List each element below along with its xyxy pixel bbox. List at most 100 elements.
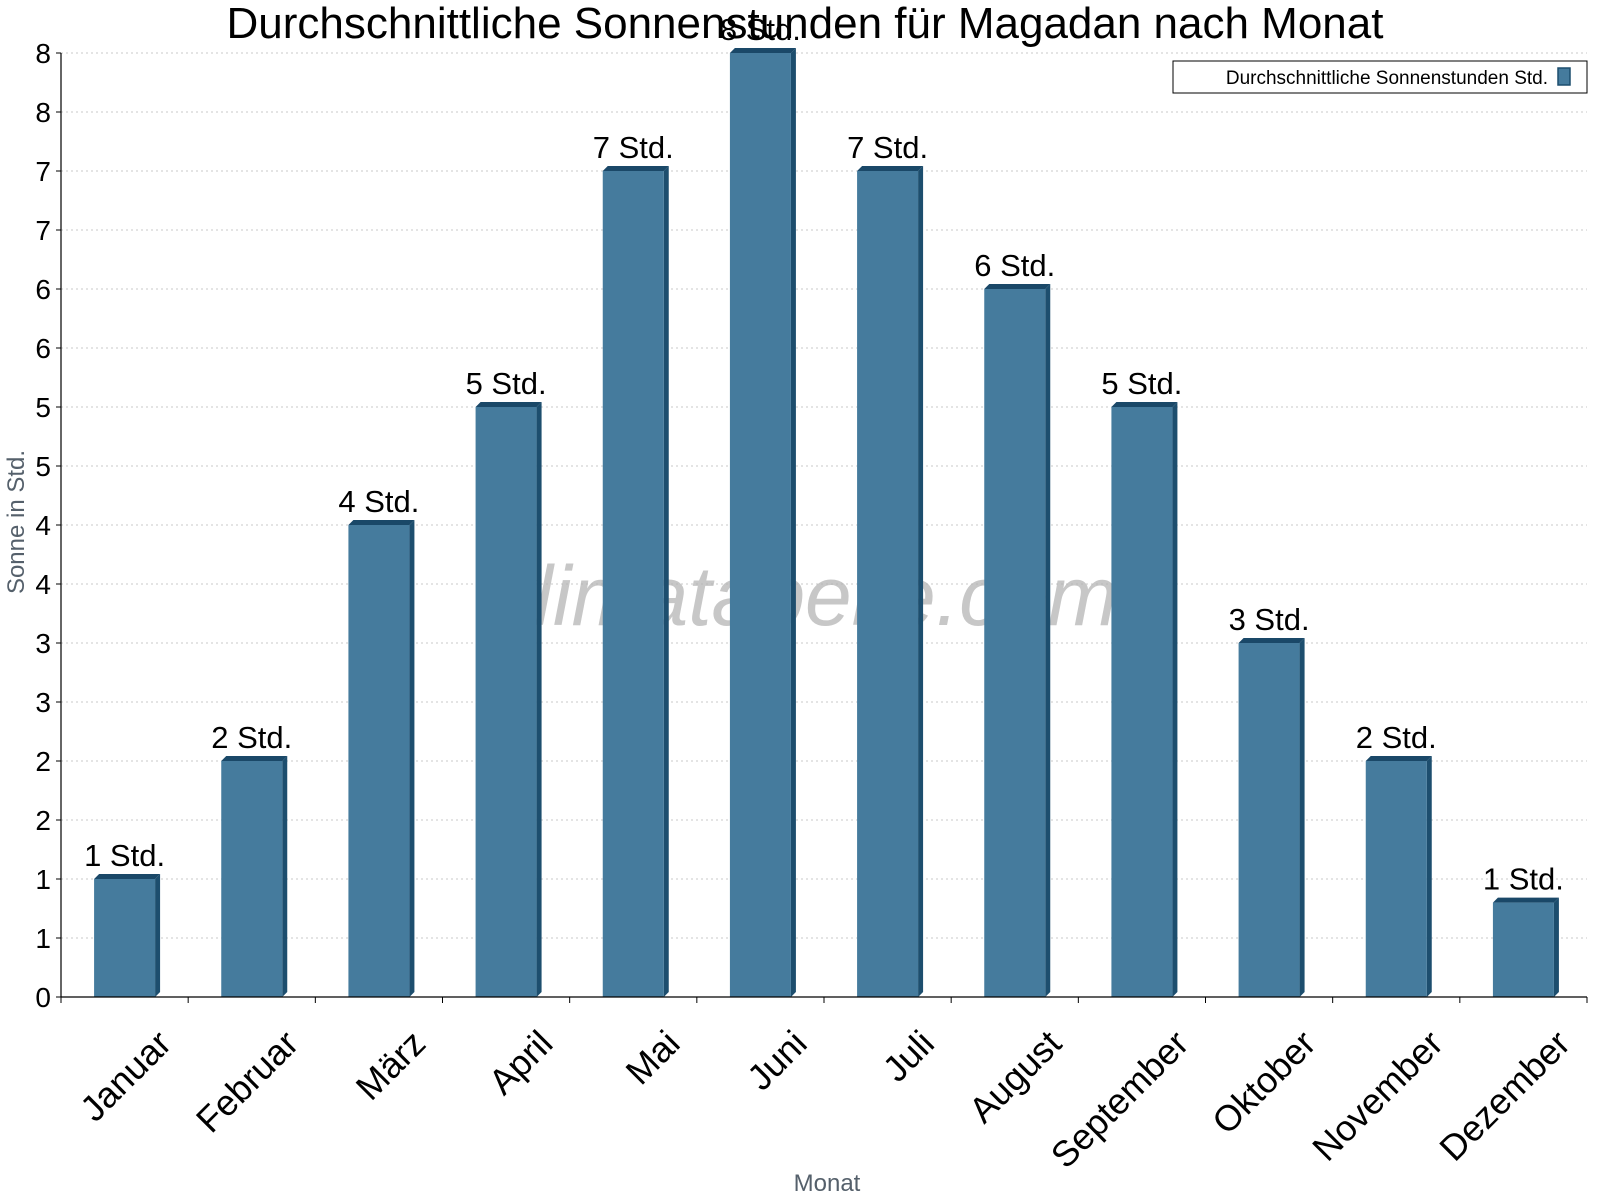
data-label: 1 Std.	[84, 838, 165, 873]
x-tick-label: Oktober	[1204, 1022, 1324, 1142]
bar-front	[94, 879, 156, 997]
bar-september	[1111, 402, 1178, 997]
bar-side	[282, 756, 288, 997]
bar-top	[475, 402, 542, 407]
x-tick-label: Juni	[739, 1022, 815, 1098]
bar-front	[729, 53, 791, 997]
bar-side	[1553, 897, 1559, 997]
data-label: 7 Std.	[593, 130, 674, 165]
y-tick-label: 8	[35, 38, 51, 69]
bar-top	[221, 756, 288, 761]
bar-oktober	[1238, 638, 1305, 997]
data-label: 5 Std.	[1101, 366, 1182, 401]
y-tick-label: 6	[35, 333, 51, 364]
grid-lines	[61, 52, 1587, 939]
bar-front	[1492, 902, 1554, 997]
y-tick-label: 2	[35, 805, 51, 836]
data-label: 5 Std.	[466, 366, 547, 401]
bar-top	[1365, 756, 1432, 761]
data-label: 6 Std.	[974, 248, 1055, 283]
x-axis-label: Monat	[794, 1170, 861, 1197]
y-tick-label: 7	[35, 215, 51, 246]
y-tick-label: 5	[35, 451, 51, 482]
data-label: 1 Std.	[1483, 862, 1564, 897]
bar-front	[475, 407, 537, 997]
bar-märz	[348, 520, 415, 997]
bar-side	[536, 402, 542, 997]
legend-swatch	[1557, 67, 1571, 86]
x-tick-label: Februar	[188, 1022, 306, 1140]
bar-side	[1299, 638, 1305, 997]
bar-top	[857, 166, 924, 171]
bar-side	[663, 166, 669, 997]
bar-juni	[729, 48, 796, 997]
bar-side	[1426, 756, 1432, 997]
x-tick-label: September	[1043, 1022, 1197, 1176]
legend: Durchschnittliche Sonnenstunden Std.	[1172, 60, 1588, 94]
bar-side	[1045, 284, 1051, 997]
bar-juli	[857, 166, 924, 997]
bar-front	[857, 171, 919, 997]
x-tick-label: Dezember	[1431, 1022, 1577, 1168]
bar-side	[155, 874, 161, 997]
x-tick-label: März	[348, 1022, 434, 1108]
bar-front	[1365, 761, 1427, 997]
bar-april	[475, 402, 542, 997]
bar-februar	[221, 756, 288, 997]
y-tick-label: 5	[35, 392, 51, 423]
y-tick-label: 4	[35, 510, 51, 541]
bar-front	[602, 171, 664, 997]
bar-top	[602, 166, 669, 171]
bar-side	[1172, 402, 1178, 997]
y-tick-label: 7	[35, 156, 51, 187]
bar-top	[1492, 897, 1559, 903]
bar-top	[94, 874, 161, 879]
bar-front	[984, 289, 1046, 997]
bars	[94, 48, 1559, 997]
bar-mai	[602, 166, 669, 997]
bar-front	[1238, 643, 1300, 997]
y-tick-label: 3	[35, 687, 51, 718]
bar-dezember	[1492, 897, 1559, 997]
bar-front	[221, 761, 283, 997]
bar-front	[1111, 407, 1173, 997]
bar-top	[729, 48, 796, 53]
data-label: 7 Std.	[847, 130, 928, 165]
y-tick-label: 1	[35, 864, 51, 895]
x-tick-label: April	[480, 1022, 560, 1102]
bar-side	[790, 48, 796, 997]
bar-front	[348, 525, 410, 997]
x-tick-label: Januar	[72, 1022, 179, 1129]
x-tick-label: November	[1304, 1022, 1450, 1168]
x-tick-label: Mai	[618, 1022, 688, 1092]
y-axis-label: Sonne in Std.	[3, 450, 30, 594]
data-label: 2 Std.	[211, 720, 292, 755]
data-label: 4 Std.	[338, 484, 419, 519]
y-tick-label: 1	[35, 923, 51, 954]
bar-side	[918, 166, 924, 997]
y-tick-labels: 0 1 1 2 2 3 3 4 4 5 5 6 6 7 7 8 8	[35, 38, 51, 1013]
axes	[56, 52, 1588, 1003]
x-tick-label: August	[961, 1022, 1069, 1130]
bar-august	[984, 284, 1051, 997]
legend-box	[1172, 60, 1588, 94]
y-tick-label: 2	[35, 746, 51, 777]
bar-januar	[94, 874, 161, 997]
legend-label: Durchschnittliche Sonnenstunden Std.	[1226, 68, 1548, 89]
y-tick-label: 6	[35, 274, 51, 305]
y-tick-label: 3	[35, 628, 51, 659]
data-label: 3 Std.	[1229, 602, 1310, 637]
bar-top	[984, 284, 1051, 289]
data-label: 2 Std.	[1356, 720, 1437, 755]
bar-side	[409, 520, 415, 997]
chart-title: Durchschnittliche Sonnenstunden für Maga…	[227, 0, 1384, 48]
x-tick-label: Juli	[875, 1022, 942, 1089]
data-label: 8 Std.	[720, 12, 801, 47]
bar-top	[348, 520, 415, 525]
x-tick-labels: Januar Februar März April Mai Juni Juli AugustS…	[72, 1022, 1578, 1176]
bar-top	[1238, 638, 1305, 643]
data-labels: 1 Std. 2 Std. 4 Std. 5 Std. 7 Std. 8 Std. 7 St…	[84, 12, 1564, 897]
y-tick-label: 4	[35, 569, 51, 600]
bar-november	[1365, 756, 1432, 997]
